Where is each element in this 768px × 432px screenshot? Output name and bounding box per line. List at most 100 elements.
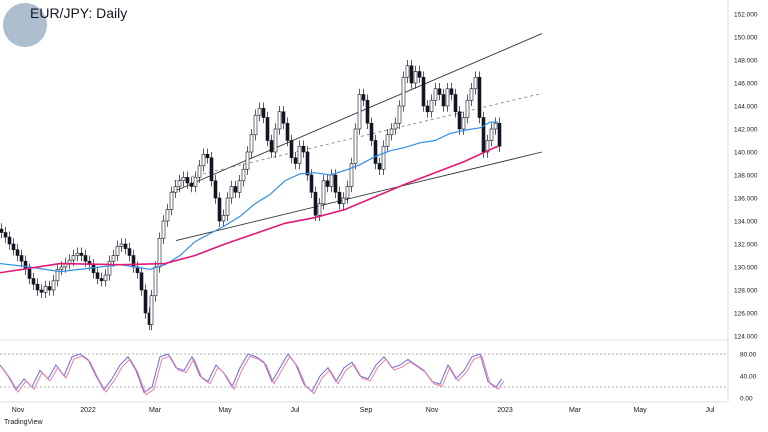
- candle: [393, 117, 398, 135]
- y-tick-label: 140.000: [734, 150, 758, 157]
- candle: [309, 169, 314, 198]
- candle: [95, 267, 100, 285]
- candle: [293, 152, 298, 170]
- candle: [233, 180, 238, 198]
- candle: [103, 269, 108, 287]
- candle: [401, 71, 406, 112]
- tradingview-brand: TradingView: [4, 419, 43, 426]
- candle: [131, 249, 136, 273]
- candle: [119, 238, 124, 253]
- candle: [341, 192, 346, 210]
- candle: [305, 146, 310, 181]
- time-axis: Nov 2022 Mar May Jul Sep Nov 2023 Mar May Jul: [0, 401, 728, 414]
- candle: [237, 175, 242, 198]
- candle: [377, 157, 382, 175]
- x-tick-label: Sep: [360, 407, 373, 414]
- x-tick-label: Jul: [291, 407, 300, 414]
- candle: [301, 140, 306, 158]
- candle: [143, 284, 148, 319]
- rsi-main-line: [0, 353, 503, 394]
- candle: [297, 140, 302, 170]
- x-tick-label: 2022: [80, 407, 96, 414]
- candle: [465, 94, 470, 124]
- candle: [39, 284, 44, 299]
- candle: [257, 102, 262, 121]
- candle: [127, 242, 132, 262]
- y-tick-label: 142.000: [734, 127, 758, 134]
- candle: [409, 60, 414, 89]
- candle: [493, 117, 498, 135]
- candle: [281, 106, 286, 129]
- candle: [197, 160, 202, 184]
- candle: [181, 171, 186, 187]
- candle: [205, 148, 210, 164]
- candle: [477, 71, 482, 124]
- candle: [3, 226, 8, 243]
- x-tick-label: 2023: [497, 407, 513, 414]
- candle: [445, 83, 450, 112]
- candle: [19, 249, 24, 267]
- y-tick-label: 124.000: [734, 334, 758, 341]
- candle: [325, 175, 330, 193]
- x-tick-label: Nov: [12, 407, 25, 414]
- candle: [249, 129, 254, 158]
- candle: [217, 192, 222, 227]
- candle: [169, 186, 174, 216]
- candle: [333, 169, 338, 198]
- candle: [353, 123, 358, 170]
- candle: [365, 94, 370, 129]
- candle: [273, 123, 278, 158]
- candle: [369, 117, 374, 147]
- candle: [269, 134, 274, 158]
- candle: [289, 134, 294, 164]
- candle: [43, 280, 48, 299]
- candle: [15, 244, 20, 262]
- x-tick-label: Jul: [706, 407, 715, 414]
- candle: [51, 275, 56, 296]
- x-tick-label: Nov: [426, 407, 439, 414]
- candle: [405, 60, 410, 83]
- candle: [31, 272, 36, 290]
- chart-title: EUR/JPY: Daily: [30, 5, 128, 21]
- y-tick-label: 150.000: [734, 35, 758, 42]
- y-tick-label: 132.000: [734, 242, 758, 249]
- y-tick-label: 152.000: [734, 12, 758, 19]
- candle: [381, 140, 386, 175]
- moving-averages: [0, 121, 499, 274]
- y-tick-label: 148.000: [734, 58, 758, 65]
- rsi-panel: 80.00 40.00 0.00: [0, 339, 757, 403]
- candle: [115, 240, 120, 262]
- candle: [437, 83, 442, 101]
- candle: [469, 83, 474, 106]
- candle: [23, 255, 28, 276]
- candle: [241, 163, 246, 187]
- moving-average-long-line: [0, 145, 499, 274]
- candle: [139, 267, 144, 296]
- y-tick-label: 138.000: [734, 173, 758, 180]
- y-tick-label: 134.000: [734, 219, 758, 226]
- candle: [91, 258, 96, 279]
- candle: [417, 65, 422, 83]
- moving-average-short-line: [0, 121, 498, 273]
- y-tick-label: 126.000: [734, 311, 758, 318]
- candle: [0, 223, 4, 239]
- candle: [329, 169, 334, 193]
- candle: [373, 134, 378, 170]
- candle: [345, 180, 350, 204]
- candle: [277, 106, 282, 135]
- candle: [497, 117, 502, 152]
- candle: [337, 186, 342, 210]
- candle: [441, 88, 446, 112]
- channel-upper-line: [171, 33, 543, 193]
- candle: [7, 231, 12, 250]
- candle: [321, 175, 326, 210]
- x-tick-label: Mar: [149, 407, 162, 414]
- candle: [165, 203, 170, 227]
- candle: [149, 290, 154, 331]
- candle: [99, 272, 104, 287]
- candle: [201, 148, 206, 172]
- candle: [221, 209, 226, 227]
- candle: [429, 94, 434, 118]
- rsi-tick-label: 40.00: [740, 374, 757, 381]
